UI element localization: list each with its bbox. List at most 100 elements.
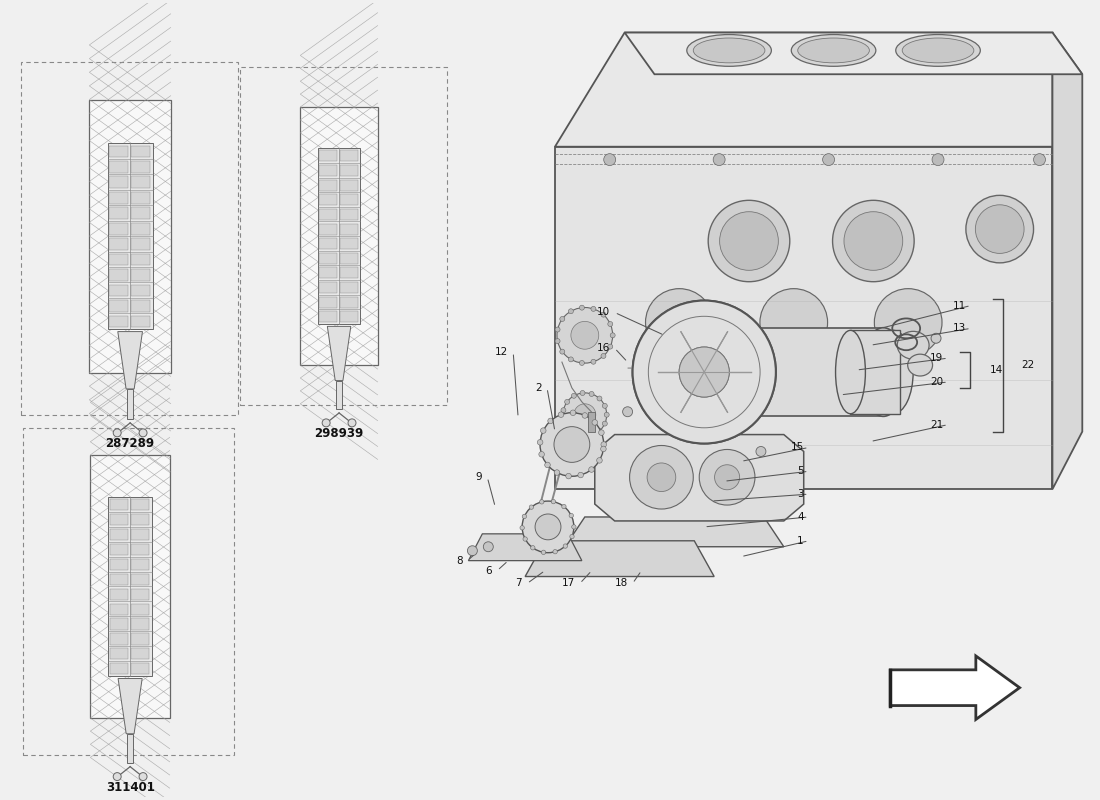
Circle shape xyxy=(569,309,573,314)
Bar xyxy=(319,150,338,162)
Bar xyxy=(110,316,129,327)
Circle shape xyxy=(601,446,606,452)
Bar xyxy=(337,381,342,409)
Polygon shape xyxy=(556,33,1053,146)
Ellipse shape xyxy=(798,38,869,63)
Bar xyxy=(131,499,150,510)
Circle shape xyxy=(608,322,613,326)
Text: 20: 20 xyxy=(930,377,943,387)
Circle shape xyxy=(557,307,613,363)
Circle shape xyxy=(544,462,550,468)
Text: 287289: 287289 xyxy=(106,437,155,450)
Bar xyxy=(110,559,129,570)
Bar xyxy=(110,207,129,219)
Bar xyxy=(110,663,129,674)
Circle shape xyxy=(539,451,544,457)
Bar xyxy=(131,270,150,281)
Ellipse shape xyxy=(898,331,929,359)
Circle shape xyxy=(591,359,596,364)
Bar xyxy=(131,192,150,203)
Ellipse shape xyxy=(895,34,980,66)
Ellipse shape xyxy=(844,212,903,270)
Bar xyxy=(110,223,129,234)
Ellipse shape xyxy=(719,212,779,270)
Circle shape xyxy=(560,349,564,354)
Bar xyxy=(110,529,129,540)
Bar xyxy=(131,285,150,296)
Polygon shape xyxy=(469,534,582,561)
Circle shape xyxy=(715,465,739,490)
Polygon shape xyxy=(525,541,714,577)
Bar xyxy=(128,389,133,419)
Ellipse shape xyxy=(902,38,974,63)
Bar xyxy=(108,143,153,329)
Bar xyxy=(110,499,129,510)
Circle shape xyxy=(540,500,543,504)
Bar xyxy=(300,107,378,365)
Circle shape xyxy=(632,301,776,443)
Bar xyxy=(319,180,338,190)
Bar xyxy=(110,192,129,203)
Ellipse shape xyxy=(976,205,1024,254)
Circle shape xyxy=(565,474,571,479)
Bar xyxy=(110,146,129,157)
Circle shape xyxy=(556,327,560,332)
Bar xyxy=(340,282,358,293)
Circle shape xyxy=(564,399,570,404)
Circle shape xyxy=(604,412,609,418)
Circle shape xyxy=(522,537,527,541)
Polygon shape xyxy=(890,656,1020,719)
Ellipse shape xyxy=(760,289,827,356)
Bar xyxy=(131,559,150,570)
Circle shape xyxy=(569,357,573,362)
Ellipse shape xyxy=(686,34,771,66)
Bar xyxy=(319,209,338,220)
Circle shape xyxy=(580,305,584,310)
Bar xyxy=(319,165,338,176)
Polygon shape xyxy=(565,517,784,546)
Bar xyxy=(131,316,150,327)
Bar xyxy=(131,177,150,188)
Text: 17: 17 xyxy=(562,578,575,589)
Text: 6: 6 xyxy=(486,566,493,575)
Text: 9: 9 xyxy=(475,472,482,482)
Text: 8: 8 xyxy=(455,556,462,566)
Circle shape xyxy=(562,504,566,509)
Bar xyxy=(89,99,170,373)
Circle shape xyxy=(564,425,570,430)
Circle shape xyxy=(535,514,561,540)
Bar xyxy=(110,177,129,188)
Circle shape xyxy=(560,317,564,322)
Circle shape xyxy=(570,410,575,415)
Bar xyxy=(340,311,358,322)
Circle shape xyxy=(570,534,574,538)
Bar xyxy=(131,648,150,659)
Bar xyxy=(318,148,361,324)
Circle shape xyxy=(580,434,585,439)
Bar xyxy=(340,224,358,234)
Bar xyxy=(110,238,129,250)
Bar xyxy=(110,618,129,630)
Ellipse shape xyxy=(708,200,790,282)
Text: 3: 3 xyxy=(798,489,804,499)
Bar xyxy=(319,282,338,293)
Circle shape xyxy=(679,347,729,397)
Circle shape xyxy=(520,526,525,530)
Bar xyxy=(131,603,150,614)
Circle shape xyxy=(322,419,330,427)
Bar xyxy=(131,300,150,312)
Circle shape xyxy=(675,306,688,318)
Circle shape xyxy=(582,413,587,418)
Text: 16: 16 xyxy=(596,343,609,354)
Ellipse shape xyxy=(908,354,933,376)
Circle shape xyxy=(139,429,147,437)
Bar xyxy=(110,634,129,645)
Polygon shape xyxy=(118,331,143,389)
Circle shape xyxy=(561,408,565,413)
Circle shape xyxy=(561,417,565,422)
Text: 5: 5 xyxy=(798,466,804,476)
Bar xyxy=(319,238,338,250)
Bar xyxy=(704,328,883,416)
Bar xyxy=(340,253,358,264)
Polygon shape xyxy=(595,434,804,521)
